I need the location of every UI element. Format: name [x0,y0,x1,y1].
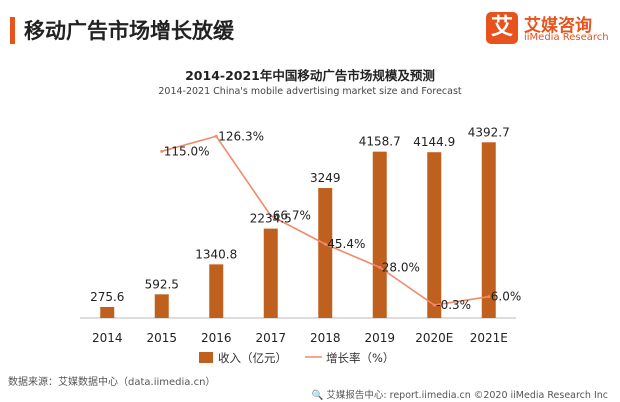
footer-source: 数据来源：艾媒数据中心（data.iimedia.cn） [8,377,216,388]
growth-label-2017: 66.7% [273,209,311,223]
bar-label-2017: 2234.5 [250,212,292,226]
bar-2017 [263,228,278,318]
legend-bar-label: 收入（亿元） [218,351,287,365]
growth-point-2019 [378,265,382,269]
bar-label-2020E: 4144.9 [413,135,455,149]
x-tick-2017: 2017 [255,331,286,345]
bar-label-2019: 4158.7 [359,135,401,149]
x-tick-2021E: 2021E [470,331,508,345]
growth-point-2020E [432,303,436,307]
bar-label-2021E: 4392.7 [468,125,510,139]
growth-point-2018 [323,242,327,246]
x-tick-2019: 2019 [364,331,395,345]
growth-label-2020E: -0.3% [436,298,471,312]
bar-label-2015: 592.5 [145,277,179,291]
bar-label-2016: 1340.8 [195,247,237,261]
x-tick-2020E: 2020E [415,331,453,345]
x-tick-2014: 2014 [92,331,123,345]
iimedia-logo: 艾 艾媒咨询 iiMedia Research [486,10,609,50]
x-tick-2016: 2016 [201,331,232,345]
legend: 收入（亿元） 增长率（%） [199,351,394,365]
bar-label-2014: 275.6 [90,290,124,304]
growth-point-2016 [214,134,218,138]
growth-label-2015: 115.0% [164,144,210,158]
bar-label-2018: 3249 [310,171,341,185]
footer-report-center: 🔍 艾媒报告中心: report.iimedia.cn ©2020 iiMedi… [311,390,608,401]
title-accent-bar [10,17,15,44]
bar-2018 [318,188,333,318]
bar-2016 [209,264,224,318]
growth-point-2021E [487,295,491,299]
x-tick-2015: 2015 [146,331,177,345]
logo-icon: 艾 [486,12,518,44]
bar-2019 [372,151,387,318]
logo-cn-text: 艾媒咨询 [524,16,592,36]
growth-point-2017 [269,214,273,218]
growth-point-2015 [160,149,164,153]
bar-2014 [100,306,115,318]
legend-bar-swatch [199,352,213,363]
bar-2021E [481,142,496,318]
growth-label-2019: 28.0% [382,260,420,274]
x-tick-2018: 2018 [310,331,341,345]
logo-en-text: iiMedia Research [524,32,609,43]
growth-label-2018: 45.4% [327,237,365,251]
chart-title: 2014-2021年中国移动广告市场规模及预测 [185,68,435,83]
growth-label-2021E: 6.0% [491,290,522,304]
page-title: 移动广告市场增长放缓 [24,19,234,43]
chart-subtitle: 2014-2021 China's mobile advertising mar… [158,86,462,97]
bar-2015 [154,294,169,318]
growth-label-2016: 126.3% [218,129,264,143]
bar-2020E [427,152,442,318]
legend-line-label: 增长率（%） [326,351,394,365]
